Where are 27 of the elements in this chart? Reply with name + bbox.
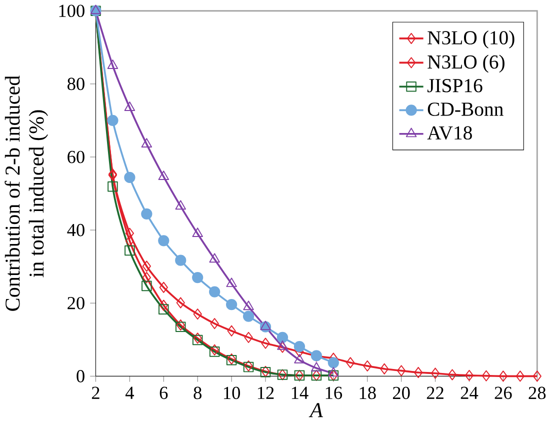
legend-label: CD-Bonn [428,102,504,116]
y-tick-label: 0 [76,370,84,382]
x-tick-label: 28 [528,386,546,400]
x-tick-label: 4 [125,386,134,399]
x-tick-label: 8 [194,386,202,400]
y-axis-title: Contribution of 2-b induced in total induced (%) [4,76,48,311]
x-tick-label: 26 [494,386,512,400]
legend-label: N3LO (6) [428,54,504,73]
x-tick-label: 24 [460,386,478,399]
y-tick-label: 60 [68,150,84,164]
y-tick-label: 80 [68,78,84,90]
x-tick-label: 16 [326,386,342,400]
x-tick-label: 2 [92,386,100,399]
legend-label: JISP16 [427,79,482,92]
x-axis-title: A [308,403,323,418]
y-tick-label: 20 [68,297,84,310]
x-tick-label: 14 [292,386,308,399]
y-tick-label: 100 [59,4,84,18]
x-tick-label: 6 [160,386,168,400]
x-tick-label: 10 [224,386,240,400]
legend-label: AV18 [427,126,472,140]
y-tick-label: 40 [67,224,84,236]
x-tick-label: 18 [360,386,376,400]
x-tick-label: 20 [392,386,410,400]
x-tick-label: 12 [258,386,274,399]
legend-label: N3LO (10) [428,30,514,49]
x-tick-label: 22 [426,386,444,399]
